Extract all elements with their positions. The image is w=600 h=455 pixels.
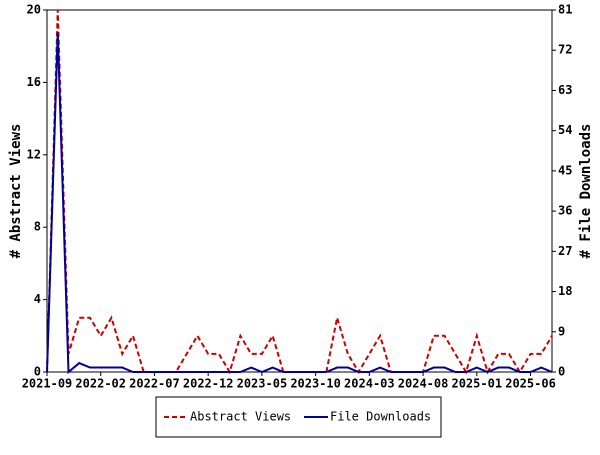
y-tick-label: 0 [34, 365, 41, 379]
x-tick-label: 2022-02 [75, 377, 126, 391]
y2-tick-label: 81 [558, 3, 572, 17]
x-tick-label: 2022-12 [183, 377, 234, 391]
x-tick-label: 2023-10 [290, 377, 341, 391]
y2-tick-label: 63 [558, 83, 572, 97]
legend-box [155, 396, 442, 438]
x-tick-label: 2023-05 [237, 377, 288, 391]
plot-frame [46, 9, 553, 373]
y-axis-label: # Abstract Views [8, 124, 24, 259]
y2-tick-label: 18 [558, 284, 572, 298]
y-tick-label: 4 [34, 292, 41, 306]
y-tick-label: 12 [27, 147, 41, 161]
x-tick-label: 2025-06 [505, 377, 556, 391]
y2-tick-label: 0 [558, 365, 565, 379]
y2-tick-label: 54 [558, 123, 572, 137]
y2-tick-label: 45 [558, 163, 572, 177]
y-tick-label: 16 [27, 75, 41, 89]
series-line [46, 9, 553, 375]
x-tick-label: 2022-07 [129, 377, 180, 391]
y2-tick-label: 72 [558, 43, 572, 57]
y2-axis-label: # File Downloads [578, 124, 594, 259]
y2-tick-label: 27 [558, 244, 572, 258]
legend-label: Abstract Views [190, 410, 291, 424]
y2-tick-label: 9 [558, 324, 565, 338]
y-tick-label: 20 [27, 3, 41, 17]
x-tick-label: 2024-08 [398, 377, 449, 391]
y-tick-label: 8 [34, 220, 41, 234]
series-line [46, 32, 553, 375]
x-tick-label: 2024-03 [344, 377, 395, 391]
x-tick-label: 2025-01 [451, 377, 502, 391]
legend-label: File Downloads [330, 410, 431, 424]
y2-tick-label: 36 [558, 204, 572, 218]
x-tick-label: 2021-09 [22, 377, 73, 391]
